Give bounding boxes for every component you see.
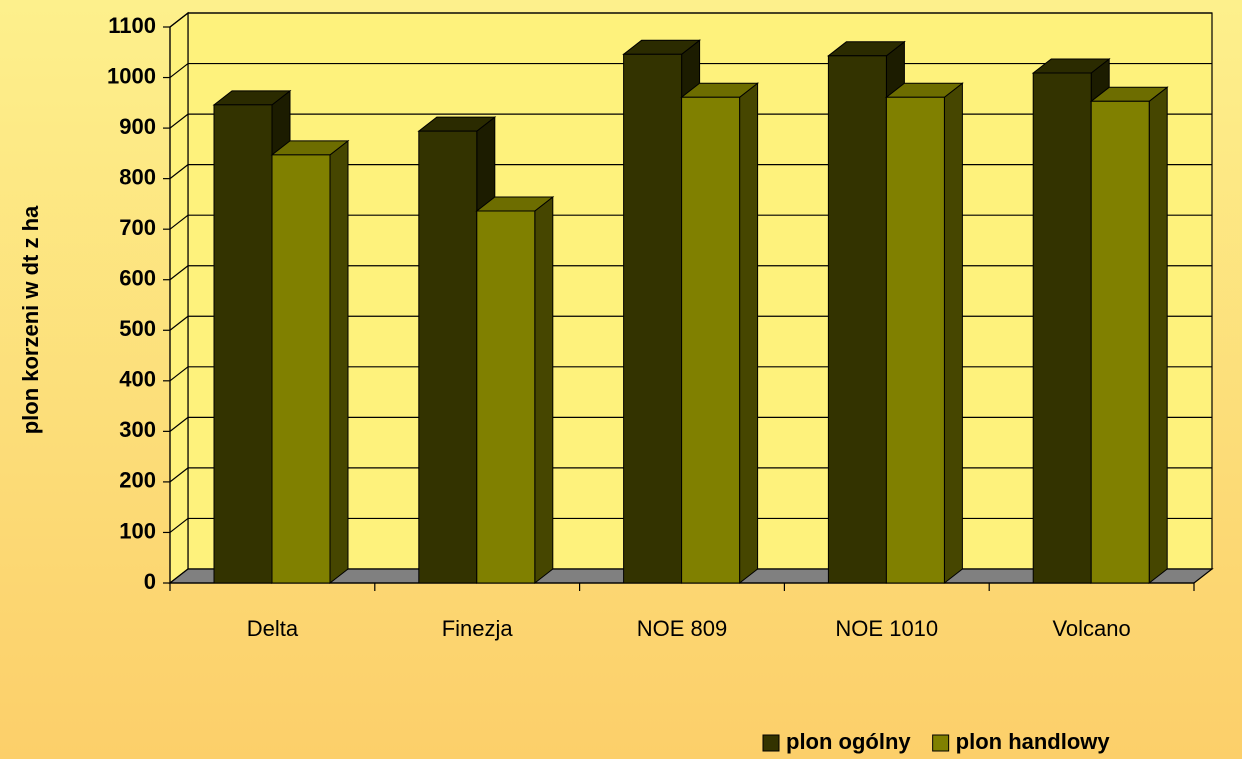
bar-side [739,82,759,585]
bar [681,96,741,584]
bar [1090,100,1150,584]
x-tick-label: Volcano [1052,616,1130,641]
y-axis-label: plon korzeni w dt z ha [18,205,43,434]
bar [418,130,478,584]
legend-swatch [932,734,950,752]
side-wall [169,11,189,585]
y-tick-label: 0 [144,569,156,594]
y-tick-label: 700 [119,215,156,240]
bar [213,104,273,584]
bar-side [943,82,963,585]
grid-line-side [169,12,189,28]
y-tick-label: 100 [119,518,156,543]
grid-line-side [169,366,189,382]
legend-swatch [762,734,780,752]
grid-line-side [169,63,189,79]
bar-side [1148,86,1168,585]
y-tick-label: 500 [119,316,156,341]
y-tick-label: 900 [119,114,156,139]
x-tick-label: NOE 809 [637,616,728,641]
bar [476,210,536,584]
bar [623,53,683,584]
y-tick-label: 1100 [108,13,156,38]
bar [827,55,887,584]
legend-label: plon ogólny [786,729,911,754]
x-tick-label: NOE 1010 [835,616,938,641]
grid-line-side [169,467,189,483]
y-tick-label: 300 [119,417,156,442]
grid-line-side [169,214,189,230]
grid-line-side [169,416,189,432]
legend-label: plon handlowy [956,729,1111,754]
grid-line-side [169,315,189,331]
x-tick-label: Delta [247,616,299,641]
bar-side [534,195,554,585]
grid-line-side [169,113,189,129]
bar [885,96,945,584]
y-tick-label: 200 [119,468,156,493]
y-tick-label: 1000 [107,63,156,88]
y-tick-label: 400 [119,367,156,392]
bar [271,154,331,584]
grid-line-side [169,164,189,180]
y-tick-label: 600 [119,266,156,291]
grid-line-side [169,517,189,533]
bar-side [329,139,349,585]
y-tick-label: 800 [119,164,156,189]
x-tick-label: Finezja [442,616,514,641]
bar [1032,72,1092,584]
grid-line-side [169,265,189,281]
